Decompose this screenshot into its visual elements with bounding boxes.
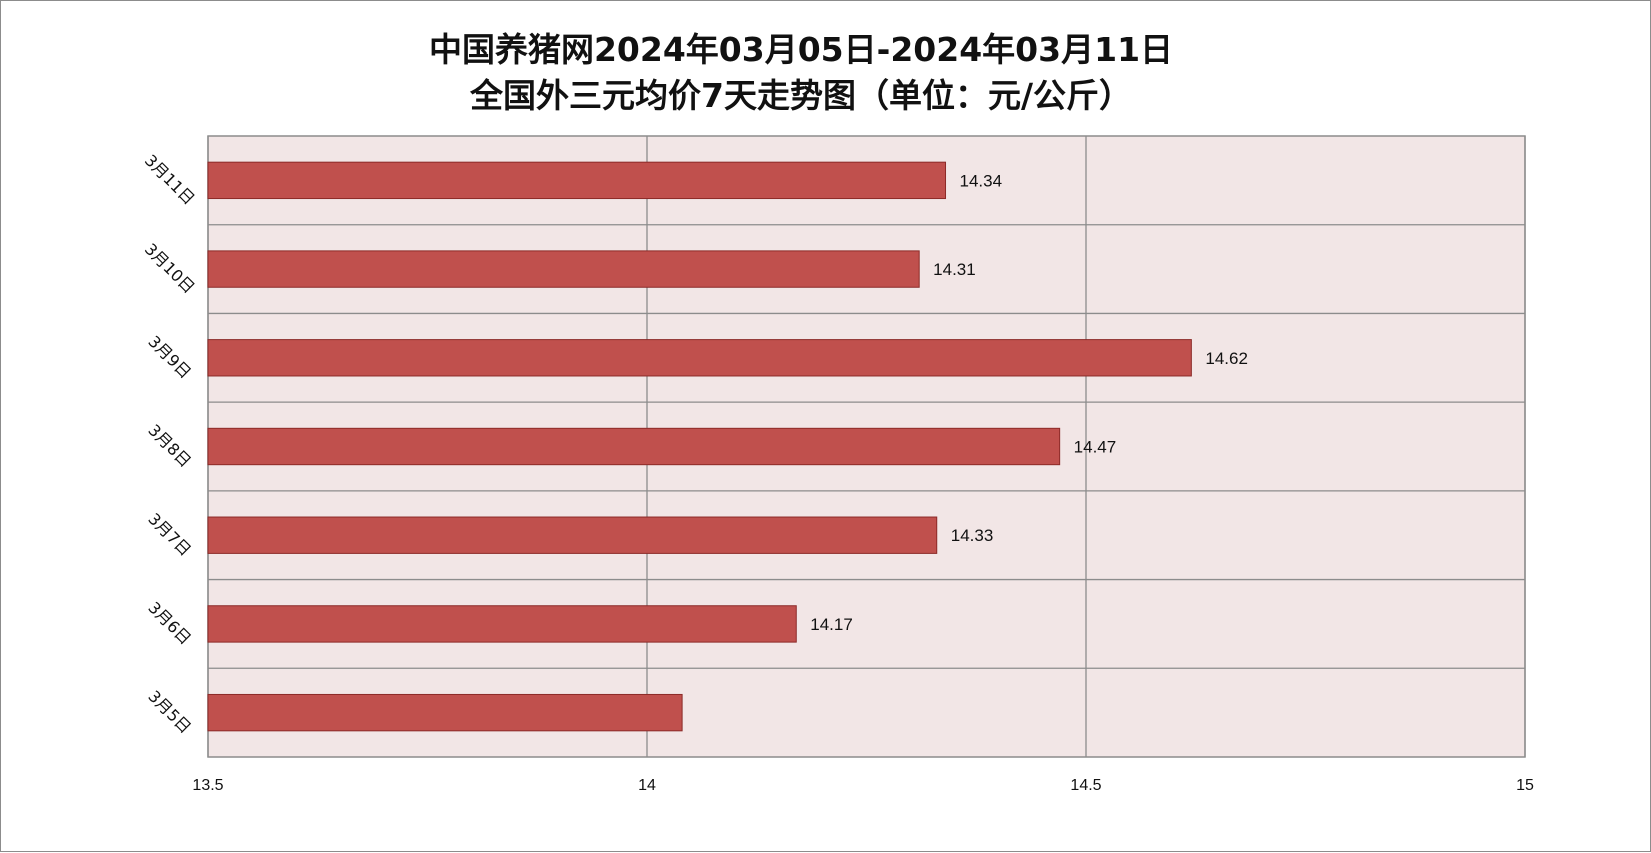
chart-title: 中国养猪网2024年03月05日-2024年03月11日 全国外三元均价7天走势… — [301, 27, 1301, 119]
bar — [207, 605, 797, 643]
data-label: 14.33 — [951, 526, 994, 545]
x-tick-label: 15 — [1516, 777, 1534, 794]
data-label: 14.62 — [1205, 349, 1248, 368]
chart-title-line-1: 中国养猪网2024年03月05日-2024年03月11日 — [428, 30, 1174, 69]
chart-title-line-2: 全国外三元均价7天走势图（单位：元/公斤） — [469, 76, 1132, 115]
bar — [207, 250, 920, 288]
bar — [207, 339, 1192, 377]
data-label: 14.47 — [1074, 438, 1117, 457]
category-label: 3月8日 — [144, 421, 194, 471]
category-label: 3月10日 — [141, 240, 199, 298]
category-label: 3月7日 — [144, 509, 194, 559]
bar — [207, 161, 947, 200]
bar — [207, 516, 938, 554]
category-label: 3月11日 — [141, 151, 199, 209]
bar — [207, 693, 683, 732]
category-label: 3月5日 — [144, 687, 194, 737]
category-label: 3月6日 — [144, 598, 194, 648]
data-label: 14.17 — [810, 615, 853, 634]
x-tick-label: 13.5 — [192, 777, 223, 794]
data-label: 14.31 — [933, 260, 976, 279]
bar — [207, 427, 1061, 466]
x-tick-label: 14.5 — [1070, 777, 1101, 794]
data-label: 14.34 — [960, 171, 1003, 190]
category-label: 3月9日 — [144, 332, 194, 382]
x-tick-label: 14 — [638, 777, 656, 794]
